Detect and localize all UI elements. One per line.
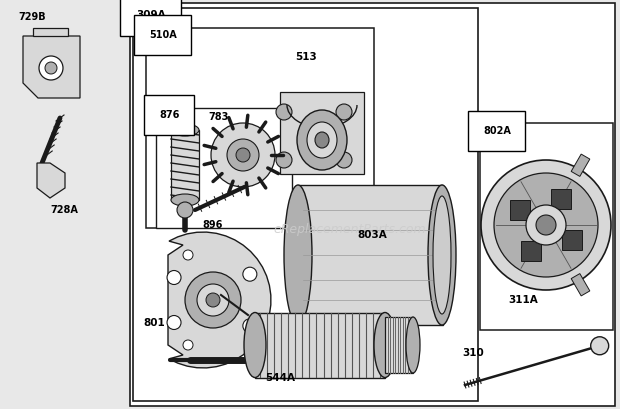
Text: 311A: 311A: [508, 295, 538, 305]
Bar: [551, 189, 571, 209]
Text: 309A: 309A: [136, 10, 166, 20]
Bar: [171, 130, 199, 200]
Ellipse shape: [244, 312, 266, 378]
Circle shape: [494, 173, 598, 277]
Ellipse shape: [307, 122, 337, 158]
Text: eReplacementParts.com: eReplacementParts.com: [273, 223, 427, 236]
Circle shape: [526, 205, 566, 245]
Bar: [255, 313, 385, 378]
Circle shape: [227, 139, 259, 171]
Text: 729B: 729B: [18, 12, 46, 22]
Circle shape: [276, 152, 292, 168]
Circle shape: [211, 123, 275, 187]
Circle shape: [39, 56, 63, 80]
Circle shape: [591, 337, 609, 355]
Circle shape: [183, 340, 193, 350]
Circle shape: [167, 315, 181, 330]
Bar: [385, 317, 413, 373]
Text: 544A: 544A: [265, 373, 295, 383]
Text: 513: 513: [295, 52, 317, 62]
Polygon shape: [33, 28, 68, 36]
Circle shape: [336, 152, 352, 168]
Circle shape: [177, 202, 193, 218]
Circle shape: [336, 104, 352, 120]
Circle shape: [243, 267, 257, 281]
Ellipse shape: [406, 317, 420, 373]
Circle shape: [236, 148, 250, 162]
Bar: [130, 3, 615, 406]
Text: 896: 896: [202, 220, 223, 230]
Text: 876: 876: [159, 110, 179, 120]
Bar: [480, 123, 613, 330]
Bar: [146, 28, 374, 228]
Text: 801: 801: [143, 318, 165, 328]
Ellipse shape: [433, 196, 451, 314]
Bar: [521, 241, 541, 261]
Text: 802A: 802A: [483, 126, 511, 136]
Bar: [280, 92, 364, 174]
Text: 803A: 803A: [357, 230, 387, 240]
Text: 728A: 728A: [50, 205, 78, 215]
Circle shape: [177, 112, 193, 128]
Bar: [562, 230, 582, 250]
Circle shape: [185, 272, 241, 328]
Bar: [571, 274, 590, 296]
Circle shape: [536, 215, 556, 235]
Polygon shape: [23, 36, 80, 98]
Ellipse shape: [428, 185, 456, 325]
Bar: [156, 108, 292, 228]
Circle shape: [206, 293, 220, 307]
Circle shape: [183, 250, 193, 260]
Polygon shape: [168, 232, 271, 368]
Ellipse shape: [374, 312, 396, 378]
Bar: [133, 8, 478, 401]
Text: 310: 310: [462, 348, 484, 358]
Circle shape: [481, 160, 611, 290]
Bar: [571, 154, 590, 176]
Ellipse shape: [171, 124, 199, 136]
Bar: [298, 185, 443, 325]
Ellipse shape: [284, 185, 312, 325]
Circle shape: [243, 319, 257, 333]
Circle shape: [276, 104, 292, 120]
Bar: [510, 200, 530, 220]
Text: 783: 783: [208, 112, 228, 122]
Ellipse shape: [297, 110, 347, 170]
Ellipse shape: [315, 132, 329, 148]
Circle shape: [45, 62, 57, 74]
Polygon shape: [37, 163, 65, 198]
Text: 510A: 510A: [149, 30, 177, 40]
Circle shape: [167, 270, 181, 285]
Ellipse shape: [171, 194, 199, 206]
Circle shape: [197, 284, 229, 316]
